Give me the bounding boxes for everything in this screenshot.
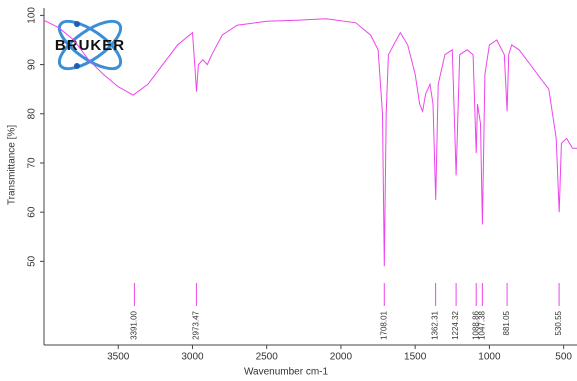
x-tick-label: 2000 [330,352,353,363]
logo: BRUKER [55,19,125,71]
peak-label: 1362.31 [431,310,440,339]
logo-dot [74,21,80,27]
y-axis-label: Transmittance [%] [7,125,18,205]
x-tick-label: 3500 [107,352,130,363]
peak-label: 1708.01 [379,310,388,339]
x-tick-label: 1000 [478,352,501,363]
logo-text: BRUKER [55,37,125,54]
y-tick-label: 90 [27,59,38,71]
peak-label: 1047.38 [477,310,486,339]
peak-label: 530.55 [554,310,563,335]
y-tick-label: 70 [27,157,38,169]
y-tick-label: 50 [27,255,38,267]
peak-label: 1224.32 [451,310,460,339]
peak-label: 2973.47 [192,310,201,339]
spectrum [43,18,577,267]
x-tick-label: 3000 [181,352,204,363]
peak-label: 881.05 [502,310,511,335]
logo-orbit [57,19,123,71]
logo-dot [74,63,80,69]
peak-label: 3391.00 [130,310,139,339]
y-tick-label: 80 [27,108,38,120]
logo-orbit [57,19,123,71]
x-tick-label: 1500 [404,352,427,363]
y-tick-label: 100 [27,7,38,24]
x-axis-label: Wavenumber cm-1 [244,367,329,378]
x-tick-label: 2500 [256,352,279,363]
x-tick-label: 500 [555,352,572,363]
y-tick-label: 60 [27,206,38,218]
peak-label: 1088.86 [471,310,480,339]
